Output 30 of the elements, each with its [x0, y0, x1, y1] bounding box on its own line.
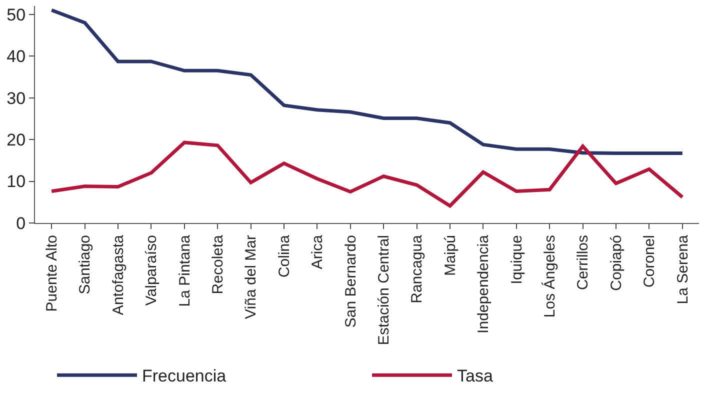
- x-tick-label: Valparaíso: [143, 235, 160, 306]
- x-tick-label: Viña del Mar: [242, 234, 260, 319]
- x-tick-label: Independencia: [475, 234, 492, 334]
- x-tick-label: Maipú: [442, 235, 459, 276]
- x-tick-label: Puente Alto: [43, 235, 60, 312]
- x-tick-label: Los Ángeles: [540, 235, 558, 318]
- x-tick-label: Rancagua: [408, 234, 426, 304]
- x-tick-label: Copiapó: [608, 235, 625, 291]
- line-series: [50, 140, 684, 208]
- legend-label: Tasa: [457, 366, 494, 386]
- x-tick-label: La Pintana: [176, 234, 194, 307]
- x-tick-label: La Serena: [674, 234, 692, 304]
- x-tick-label: Coronel: [641, 235, 658, 288]
- y-tick-label: 50: [6, 5, 26, 24]
- x-tick-label: Recoleta: [209, 234, 226, 294]
- y-tick-label: 10: [6, 172, 26, 192]
- x-tick-label: Antofagasta: [110, 234, 127, 316]
- x-tick-label: San Bernardo: [342, 235, 360, 328]
- x-tick-label: Arica: [309, 234, 326, 270]
- x-tick-label: Iquique: [508, 235, 526, 284]
- y-tick-label: 40: [6, 47, 26, 66]
- y-tick-label: 0: [16, 214, 26, 233]
- y-tick-label: 30: [6, 88, 26, 108]
- x-tick-label: Santiago: [76, 235, 94, 294]
- x-tick-label: Cerrillos: [574, 235, 592, 290]
- x-tick-label: Estación Central: [375, 235, 392, 346]
- y-tick-label: 20: [6, 130, 26, 150]
- line-series: [50, 8, 684, 156]
- x-tick-label: Colina: [276, 234, 293, 278]
- legend-label: Frecuencia: [142, 366, 227, 386]
